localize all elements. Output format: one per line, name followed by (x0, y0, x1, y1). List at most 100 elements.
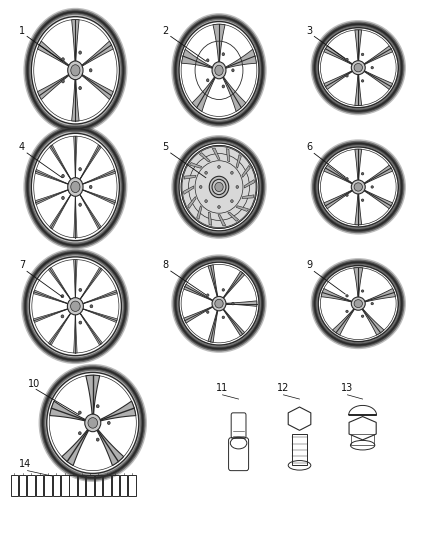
Ellipse shape (371, 67, 374, 69)
Polygon shape (212, 148, 220, 159)
Text: 5: 5 (162, 142, 169, 152)
Ellipse shape (68, 61, 83, 79)
Text: 2: 2 (162, 26, 169, 36)
Text: 6: 6 (306, 142, 312, 152)
Ellipse shape (78, 411, 81, 414)
Bar (70, 475, 77, 496)
Ellipse shape (207, 79, 209, 82)
Bar (351, 433, 374, 445)
Polygon shape (33, 290, 68, 304)
Ellipse shape (79, 203, 81, 206)
Polygon shape (226, 49, 256, 68)
Bar (95, 475, 102, 496)
Polygon shape (48, 313, 71, 345)
Polygon shape (208, 311, 218, 342)
Bar (112, 475, 119, 496)
Polygon shape (80, 268, 102, 300)
Ellipse shape (96, 438, 99, 441)
Polygon shape (364, 71, 392, 90)
Bar (61, 475, 69, 496)
Polygon shape (208, 212, 212, 225)
Polygon shape (242, 165, 250, 177)
Ellipse shape (207, 294, 209, 296)
Polygon shape (82, 75, 113, 100)
Polygon shape (97, 430, 124, 465)
Ellipse shape (215, 182, 223, 191)
Ellipse shape (351, 297, 365, 310)
Ellipse shape (218, 165, 220, 168)
Ellipse shape (361, 80, 364, 82)
Polygon shape (213, 24, 225, 62)
Bar (103, 475, 111, 496)
Ellipse shape (79, 167, 81, 171)
Polygon shape (184, 186, 194, 195)
Text: 10: 10 (28, 379, 40, 389)
Ellipse shape (61, 295, 64, 297)
Polygon shape (192, 77, 215, 111)
Polygon shape (236, 206, 248, 212)
Polygon shape (226, 301, 257, 306)
Ellipse shape (67, 298, 83, 315)
Ellipse shape (354, 300, 363, 308)
Polygon shape (236, 155, 241, 168)
Polygon shape (38, 41, 69, 66)
Ellipse shape (78, 432, 81, 435)
Ellipse shape (85, 414, 101, 432)
Ellipse shape (346, 58, 348, 61)
Ellipse shape (79, 51, 81, 54)
Bar (44, 475, 52, 496)
Text: 4: 4 (19, 142, 25, 152)
Polygon shape (362, 309, 384, 335)
Polygon shape (35, 190, 68, 205)
Polygon shape (242, 195, 254, 199)
Ellipse shape (199, 185, 202, 188)
Polygon shape (35, 169, 68, 184)
Ellipse shape (231, 200, 233, 203)
Ellipse shape (354, 63, 363, 72)
Polygon shape (184, 306, 213, 323)
Polygon shape (49, 145, 71, 180)
Ellipse shape (361, 315, 364, 317)
Ellipse shape (62, 174, 64, 177)
Bar (36, 475, 43, 496)
Ellipse shape (62, 80, 64, 83)
Polygon shape (208, 265, 218, 297)
Polygon shape (48, 268, 71, 300)
Ellipse shape (212, 62, 226, 79)
Polygon shape (199, 152, 210, 162)
Polygon shape (50, 401, 85, 421)
Polygon shape (324, 190, 353, 209)
Ellipse shape (215, 65, 223, 75)
Polygon shape (218, 215, 226, 226)
Bar (78, 475, 85, 496)
Ellipse shape (371, 186, 374, 188)
Polygon shape (355, 194, 362, 225)
Ellipse shape (351, 61, 365, 75)
Polygon shape (83, 190, 116, 205)
Polygon shape (100, 401, 136, 421)
Text: 1: 1 (19, 26, 25, 36)
Polygon shape (364, 46, 392, 64)
Ellipse shape (181, 146, 257, 229)
Ellipse shape (222, 316, 225, 319)
Polygon shape (72, 20, 79, 61)
Polygon shape (244, 180, 254, 188)
Ellipse shape (71, 181, 80, 192)
Polygon shape (324, 71, 353, 90)
Ellipse shape (205, 172, 207, 174)
Ellipse shape (222, 53, 225, 55)
Polygon shape (82, 41, 113, 66)
Ellipse shape (354, 183, 363, 191)
Ellipse shape (361, 173, 364, 175)
Polygon shape (74, 136, 77, 177)
Polygon shape (324, 165, 353, 184)
Polygon shape (182, 49, 212, 68)
Text: 8: 8 (162, 261, 169, 270)
Polygon shape (74, 260, 77, 298)
Text: 9: 9 (306, 261, 312, 270)
Polygon shape (355, 30, 362, 61)
Polygon shape (332, 309, 354, 335)
Ellipse shape (236, 185, 239, 188)
Ellipse shape (96, 405, 99, 408)
Polygon shape (188, 197, 196, 208)
